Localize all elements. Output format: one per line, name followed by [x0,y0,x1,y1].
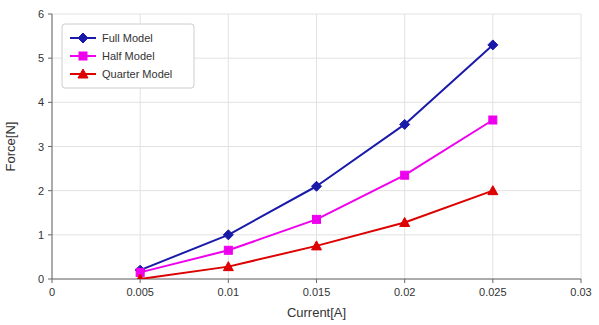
y-axis-label: Force[N] [3,122,18,172]
axes: 0 0.005 0.01 0.015 0.02 0.025 0.03 0 1 2 3 4 5 6 [38,8,592,298]
y-tick [48,279,52,280]
x-tick-label: 0.03 [570,286,591,298]
point-marker [223,262,233,271]
series-line [140,120,493,272]
point-marker [224,246,232,254]
x-tick-label: 0 [49,286,55,298]
legend-label: Full Model [102,32,153,44]
legend-label: Quarter Model [102,68,172,80]
point-marker [312,241,322,250]
y-tick [48,14,52,15]
point-marker [488,40,498,50]
legend-swatch-marker [78,33,88,43]
y-tick-label: 5 [38,52,44,64]
point-marker [313,215,321,223]
series [136,116,497,276]
point-marker [400,119,410,129]
x-tick [492,279,493,283]
y-tick-label: 1 [38,229,44,241]
point-marker [223,230,233,240]
y-tick-label: 6 [38,8,44,20]
point-marker [489,116,497,124]
y-tick [48,102,52,103]
y-grid-line [52,146,581,147]
point-marker [401,171,409,179]
legend-swatch-marker [79,52,87,60]
x-tick-label: 0.015 [303,286,331,298]
point-marker [312,181,322,191]
point-marker [488,186,498,195]
x-tick [140,279,141,283]
legend-swatch-marker [78,69,88,78]
x-tick [52,279,53,283]
point-marker [135,274,145,279]
y-grid-line [52,14,581,15]
legend: Full Model Half Model Quarter Model [62,24,194,88]
series-line [140,191,493,279]
chart-container: 0 0.005 0.01 0.015 0.02 0.025 0.03 0 1 2 3 4 5 6 Curre… [0,0,599,325]
x-tick-label: 0.005 [126,286,154,298]
x-tick [228,279,229,283]
legend-box [62,24,194,88]
chart-svg: 0 0.005 0.01 0.015 0.02 0.025 0.03 0 1 2 3 4 5 6 Curre… [0,0,599,325]
y-tick-label: 3 [38,141,44,153]
grid [52,14,581,279]
point-marker [400,217,410,226]
x-axis-label: Current[A] [287,305,346,320]
y-grid-line [52,102,581,103]
x-tick-label: 0.01 [218,286,239,298]
legend-label: Half Model [102,50,155,62]
y-tick [48,58,52,59]
y-grid-line [52,234,581,235]
y-tick-label: 0 [38,273,44,285]
y-tick [48,146,52,147]
y-tick-label: 4 [38,96,44,108]
x-tick-label: 0.02 [394,286,415,298]
x-tick-label: 0.025 [479,286,507,298]
x-tick [404,279,405,283]
y-tick [48,190,52,191]
x-tick [581,279,582,283]
plot-background [52,14,581,279]
y-tick [48,234,52,235]
y-tick-label: 2 [38,185,44,197]
series [135,186,498,279]
x-tick [316,279,317,283]
